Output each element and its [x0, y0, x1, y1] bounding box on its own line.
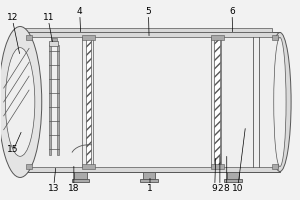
- Text: 15: 15: [7, 145, 18, 154]
- Bar: [211, 35, 224, 40]
- Ellipse shape: [0, 27, 42, 177]
- Text: 10: 10: [232, 184, 244, 193]
- Bar: [26, 35, 32, 40]
- Bar: [272, 35, 278, 40]
- Ellipse shape: [274, 37, 286, 167]
- Text: 6: 6: [229, 7, 235, 16]
- Text: 1: 1: [147, 184, 153, 193]
- Bar: [74, 171, 87, 179]
- Bar: [211, 164, 224, 169]
- Text: 2: 2: [218, 184, 223, 193]
- Bar: [143, 171, 155, 179]
- Text: 9: 9: [212, 184, 218, 193]
- Bar: [140, 179, 158, 182]
- Bar: [19, 32, 280, 171]
- Bar: [82, 35, 95, 40]
- Bar: [86, 37, 91, 167]
- Bar: [272, 164, 278, 169]
- Bar: [26, 37, 278, 167]
- Bar: [72, 179, 89, 182]
- Text: 13: 13: [48, 184, 60, 193]
- Text: 5: 5: [146, 7, 152, 16]
- Bar: [26, 164, 32, 169]
- Text: 8: 8: [224, 184, 230, 193]
- Bar: [50, 41, 58, 46]
- Bar: [57, 45, 58, 155]
- Bar: [227, 171, 239, 179]
- Bar: [82, 164, 95, 169]
- Ellipse shape: [269, 32, 291, 171]
- Text: 12: 12: [7, 13, 18, 22]
- Ellipse shape: [5, 48, 35, 156]
- Text: 18: 18: [68, 184, 80, 193]
- Bar: [214, 37, 220, 167]
- Text: 4: 4: [77, 7, 83, 16]
- Bar: [51, 38, 57, 41]
- Bar: [22, 28, 272, 32]
- Bar: [224, 179, 242, 182]
- Text: 11: 11: [43, 13, 54, 22]
- Bar: [49, 45, 51, 155]
